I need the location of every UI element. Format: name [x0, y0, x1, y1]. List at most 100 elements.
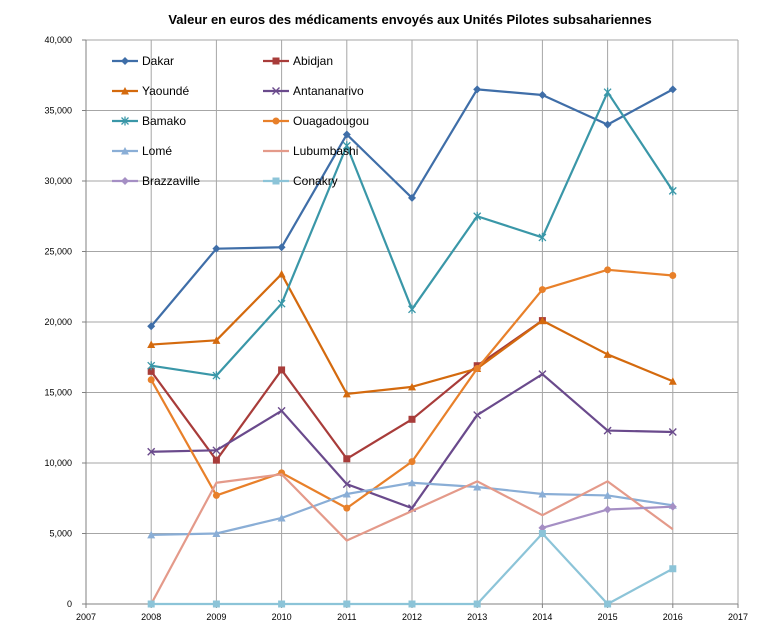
series-dakar — [147, 85, 677, 331]
series-bamako — [147, 87, 677, 381]
data-point — [408, 458, 416, 466]
legend-entry: Bamako — [112, 114, 186, 128]
data-point — [147, 322, 156, 331]
x-tick-label: 2009 — [206, 612, 226, 622]
data-point — [342, 389, 351, 398]
data-point — [603, 491, 612, 499]
y-tick-label: 30,000 — [44, 176, 72, 186]
x-tick-label: 2015 — [598, 612, 618, 622]
data-point — [669, 271, 677, 279]
data-point — [147, 447, 156, 456]
y-tick-labels: 0 5,000 10,000 15,000 20,000 25,000 30,000 35,0… — [44, 35, 72, 609]
x-tick-label: 2011 — [337, 612, 356, 622]
data-point — [538, 316, 547, 325]
data-point — [603, 120, 612, 129]
x-tick-label: 2012 — [402, 612, 422, 622]
series-conakry — [147, 530, 677, 608]
y-tick-label: 35,000 — [44, 106, 72, 116]
legend-label: Abidjan — [293, 54, 333, 68]
data-point — [212, 446, 221, 455]
data-point — [277, 513, 286, 522]
legend-marker — [272, 117, 280, 125]
legend-label: Bamako — [142, 114, 186, 128]
legend-marker — [121, 177, 129, 185]
legend-marker — [272, 57, 280, 65]
legend-marker — [121, 147, 129, 155]
legend-marker — [272, 177, 280, 185]
data-point — [147, 361, 156, 371]
data-point — [473, 85, 482, 94]
legend-label: Lubumbashi — [293, 144, 358, 158]
data-point — [343, 504, 351, 512]
y-tick-label: 10,000 — [44, 458, 72, 468]
y-tick-label: 40,000 — [44, 35, 72, 45]
data-point — [343, 455, 351, 463]
data-point — [342, 130, 351, 139]
data-point — [408, 478, 416, 487]
data-point — [277, 406, 286, 415]
legend-entry: Abidjan — [263, 54, 333, 68]
legend-label: Ouagadougou — [293, 114, 369, 128]
series-line — [150, 473, 674, 605]
y-tick-label: 25,000 — [44, 247, 72, 257]
legend-marker — [272, 87, 280, 95]
data-point — [408, 382, 416, 391]
data-point — [342, 490, 351, 498]
legend-label: Brazzaville — [142, 174, 200, 188]
legend-label: Antananarivo — [293, 84, 364, 98]
data-point — [538, 530, 546, 537]
x-tick-label: 2016 — [663, 612, 683, 622]
data-point — [669, 565, 677, 573]
data-point — [538, 286, 546, 294]
data-point — [212, 371, 221, 381]
y-tick-label: 0 — [67, 599, 72, 609]
data-point — [603, 426, 612, 435]
data-point — [277, 299, 286, 309]
x-tick-label: 2008 — [141, 612, 161, 622]
data-point — [473, 211, 482, 221]
data-point — [212, 529, 221, 537]
data-point — [538, 370, 547, 379]
legend-entry: Dakar — [112, 54, 174, 68]
data-point — [212, 336, 221, 344]
data-point — [668, 502, 677, 511]
legend-marker — [121, 57, 129, 65]
data-point — [473, 365, 481, 373]
data-point — [212, 456, 220, 464]
chart-title: Valeur en euros des médicaments envoyés … — [168, 12, 651, 27]
data-point — [538, 90, 547, 99]
data-point — [473, 411, 482, 420]
data-point — [603, 350, 612, 358]
data-point — [668, 186, 677, 196]
data-point — [278, 600, 286, 608]
legend-marker — [121, 87, 129, 95]
data-point — [408, 415, 416, 423]
series-ouagadougou — [147, 266, 677, 512]
data-point — [342, 480, 351, 489]
data-point — [604, 600, 612, 608]
x-tick-labels: 2007 2008 2009 2010 2011 2012 2013 2014 2015 2016… — [76, 612, 748, 622]
data-point — [668, 427, 677, 436]
legend-entry: Ouagadougou — [263, 114, 369, 128]
data-point — [473, 482, 482, 491]
legend: Dakar Abidjan Yaoundé Antananarivo Bamako Oua… — [112, 54, 369, 188]
data-point — [604, 266, 612, 274]
data-point — [473, 600, 481, 608]
data-point — [538, 490, 547, 498]
data-point — [147, 340, 156, 349]
legend-label: Conakry — [293, 174, 338, 188]
legend-entry: Lubumbashi — [263, 144, 358, 158]
data-point — [147, 376, 155, 384]
x-tick-label: 2013 — [467, 612, 487, 622]
legend-entry: Antananarivo — [263, 84, 364, 98]
y-tick-label: 15,000 — [44, 388, 72, 398]
data-point — [212, 600, 220, 608]
x-tick-label: 2007 — [76, 612, 96, 622]
data-point — [668, 377, 677, 385]
x-tick-label: 2017 — [728, 612, 748, 622]
data-point — [212, 244, 221, 253]
legend-label: Lomé — [142, 144, 172, 158]
data-point — [277, 270, 286, 278]
data-point — [147, 530, 156, 539]
